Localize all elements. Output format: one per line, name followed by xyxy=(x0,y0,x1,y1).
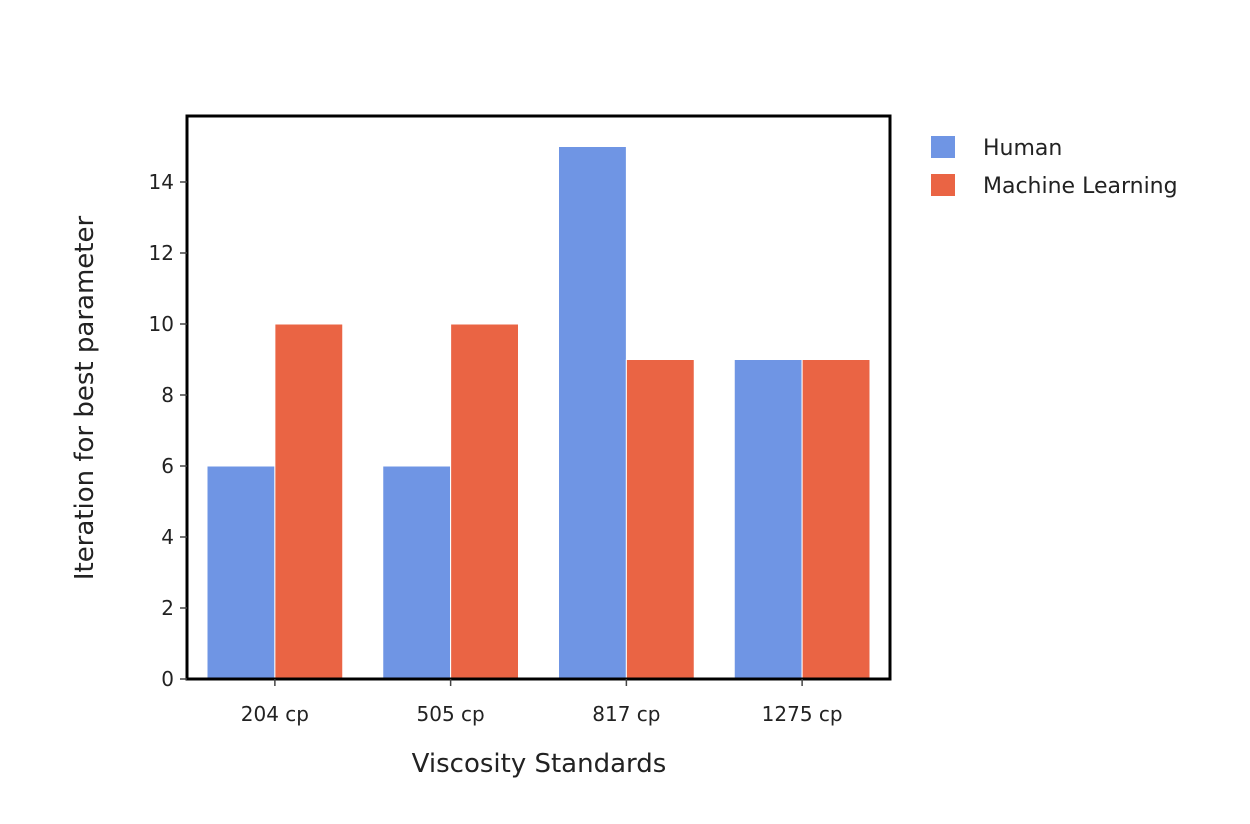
legend-label-human: Human xyxy=(983,136,1062,161)
bar-human-817-cp xyxy=(558,146,627,680)
y-tick-label: 2 xyxy=(161,596,174,620)
bar-machine-learning-1275-cp xyxy=(801,359,871,680)
y-tick-label: 10 xyxy=(149,312,174,336)
y-tick-label: 6 xyxy=(161,454,174,478)
y-tick-label: 8 xyxy=(161,383,174,407)
legend-swatch-machine-learning xyxy=(931,174,955,196)
bar-human-1275-cp xyxy=(733,359,803,680)
legend-label-machine-learning: Machine Learning xyxy=(983,174,1178,199)
y-tick-label: 14 xyxy=(149,170,174,194)
plot-frame xyxy=(185,114,892,681)
y-axis: 0 2 4 6 8 10 12 14 xyxy=(149,170,187,691)
legend: Human Machine Learning xyxy=(931,136,1178,199)
bar-machine-learning-204-cp xyxy=(274,323,344,680)
x-axis: 204 cp 505 cp 817 cp 1275 cp xyxy=(241,679,843,726)
bar-machine-learning-505-cp xyxy=(450,323,519,680)
y-tick-label: 0 xyxy=(161,667,174,691)
x-tick-label: 1275 cp xyxy=(762,702,843,726)
x-axis-title: Viscosity Standards xyxy=(412,749,667,779)
bars-layer xyxy=(206,146,871,680)
y-tick-label: 12 xyxy=(149,241,174,265)
x-tick-label: 817 cp xyxy=(592,702,660,726)
bar-machine-learning-817-cp xyxy=(625,359,695,680)
bar-human-204-cp xyxy=(206,465,276,680)
y-tick-label: 4 xyxy=(161,525,174,549)
y-axis-title: Iteration for best parameter xyxy=(70,216,100,581)
x-tick-label: 204 cp xyxy=(241,702,309,726)
legend-swatch-human xyxy=(931,136,955,158)
bar-human-505-cp xyxy=(382,465,452,680)
x-tick-label: 505 cp xyxy=(417,702,485,726)
